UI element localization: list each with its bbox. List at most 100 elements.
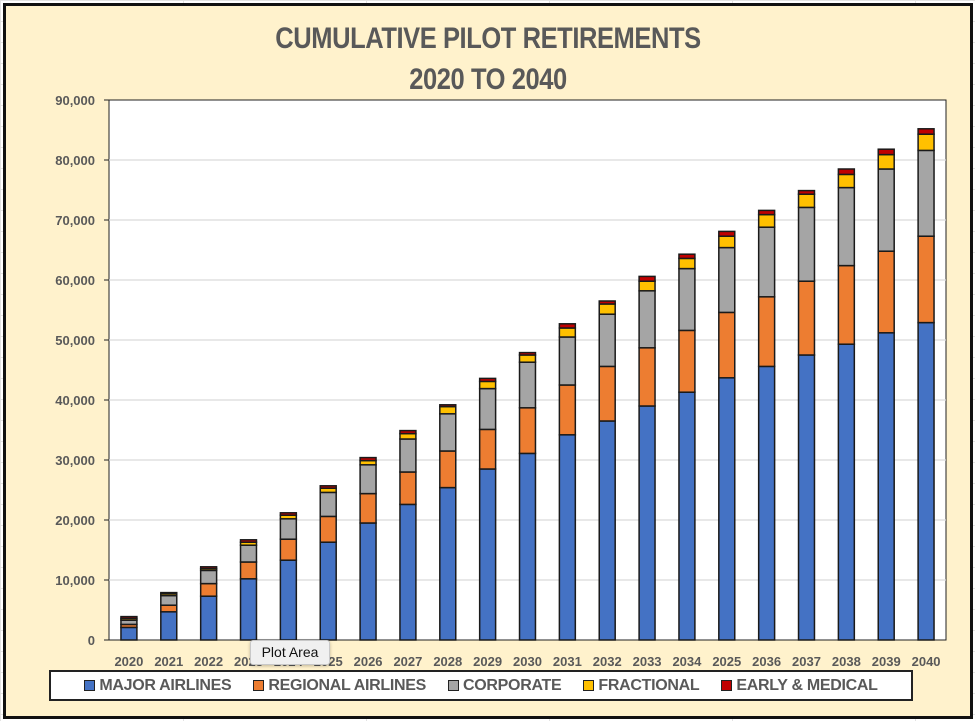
bar-segment-regional-airlines[interactable] [439,450,457,489]
bar-segment-early-medical[interactable] [638,275,656,282]
bar-segment-early-medical[interactable] [439,404,457,408]
bar-segment-fractional[interactable] [718,235,736,249]
bar-segment-major-airlines[interactable] [837,343,856,641]
bar-segment-early-medical[interactable] [359,456,377,462]
bar-segment-corporate[interactable] [239,544,258,563]
bar-segment-fractional[interactable] [399,432,417,440]
bar-segment-corporate[interactable] [837,186,856,267]
legend-item[interactable]: EARLY & MEDICAL [721,677,878,695]
bar-segment-early-medical[interactable] [678,253,696,260]
bar-segment-early-medical[interactable] [160,591,178,595]
bar-segment-corporate[interactable] [638,290,656,349]
bar-segment-regional-airlines[interactable] [399,471,417,506]
bar-segment-major-airlines[interactable] [199,595,218,641]
bar-segment-fractional[interactable] [439,405,457,415]
bar-segment-early-medical[interactable] [558,323,577,329]
bar-segment-major-airlines[interactable] [917,321,935,641]
bar-segment-regional-airlines[interactable] [678,329,696,393]
bar-segment-early-medical[interactable] [797,189,816,195]
bar-segment-fractional[interactable] [598,303,616,315]
bar-segment-fractional[interactable] [917,133,935,152]
bar-segment-corporate[interactable] [757,226,776,298]
bar-segment-early-medical[interactable] [399,429,417,435]
bar-segment-major-airlines[interactable] [160,611,178,641]
bar-segment-major-airlines[interactable] [478,468,497,641]
bar-segment-major-airlines[interactable] [598,420,616,641]
bar-segment-regional-airlines[interactable] [319,515,337,543]
bar-segment-corporate[interactable] [877,168,895,252]
bar-segment-major-airlines[interactable] [638,405,656,641]
bar-segment-regional-airlines[interactable] [638,347,656,407]
bar-segment-early-medical[interactable] [239,539,258,543]
bar-segment-corporate[interactable] [359,464,377,495]
bar-segment-fractional[interactable] [638,280,656,292]
bar-segment-corporate[interactable] [678,267,696,332]
bar-segment-regional-airlines[interactable] [797,280,816,356]
bar-segment-regional-airlines[interactable] [160,604,178,613]
bar-segment-fractional[interactable] [797,193,816,209]
bar-segment-major-airlines[interactable] [757,365,776,641]
bar-segment-corporate[interactable] [917,149,935,237]
legend-item[interactable]: MAJOR AIRLINES [84,677,232,695]
bar-segment-fractional[interactable] [877,153,895,170]
bar-segment-major-airlines[interactable] [718,377,736,641]
bar-segment-regional-airlines[interactable] [199,582,218,597]
bar-segment-corporate[interactable] [797,206,816,282]
bar-segment-major-airlines[interactable] [239,578,258,641]
bar-segment-early-medical[interactable] [279,512,298,516]
bar-segment-corporate[interactable] [399,438,417,473]
bar-segment-early-medical[interactable] [478,377,497,383]
bar-segment-major-airlines[interactable] [678,391,696,641]
bar-segment-major-airlines[interactable] [120,626,138,641]
bar-segment-corporate[interactable] [718,246,736,314]
bar-segment-fractional[interactable] [678,257,696,270]
bar-segment-major-airlines[interactable] [439,486,457,641]
bar-segment-corporate[interactable] [439,413,457,452]
bar-segment-regional-airlines[interactable] [359,492,377,524]
bar-segment-regional-airlines[interactable] [279,538,298,561]
bar-segment-corporate[interactable] [478,387,497,431]
bar-segment-early-medical[interactable] [518,351,537,356]
bar-segment-early-medical[interactable] [757,209,776,216]
bar-segment-major-airlines[interactable] [877,332,895,641]
bar-segment-regional-airlines[interactable] [518,407,537,455]
bar-segment-major-airlines[interactable] [279,559,298,641]
bar-segment-regional-airlines[interactable] [877,250,895,334]
bar-segment-regional-airlines[interactable] [478,428,497,470]
bar-segment-fractional[interactable] [837,173,856,189]
bar-segment-fractional[interactable] [558,327,577,338]
bar-segment-early-medical[interactable] [598,300,616,305]
bar-segment-early-medical[interactable] [837,168,856,176]
bar-segment-corporate[interactable] [319,491,337,518]
bar-segment-fractional[interactable] [518,354,537,363]
bar-segment-fractional[interactable] [757,213,776,228]
bar-segment-corporate[interactable] [279,518,298,540]
bar-segment-corporate[interactable] [518,361,537,409]
bar-segment-major-airlines[interactable] [797,354,816,641]
bar-segment-corporate[interactable] [199,569,218,585]
bar-segment-major-airlines[interactable] [319,541,337,641]
bar-segment-major-airlines[interactable] [518,452,537,641]
bar-segment-corporate[interactable] [160,594,178,606]
bar-segment-early-medical[interactable] [917,128,935,135]
bar-segment-regional-airlines[interactable] [837,264,856,345]
bar-segment-regional-airlines[interactable] [718,311,736,379]
legend[interactable]: MAJOR AIRLINES REGIONAL AIRLINES CORPORATE… [49,670,913,701]
bar-segment-early-medical[interactable] [199,566,218,570]
bar-segment-regional-airlines[interactable] [239,561,258,580]
bar-segment-major-airlines[interactable] [558,434,577,641]
bar-segment-regional-airlines[interactable] [917,235,935,324]
bar-segment-fractional[interactable] [478,380,497,390]
bar-segment-major-airlines[interactable] [399,503,417,641]
bar-segment-corporate[interactable] [598,313,616,368]
legend-item[interactable]: REGIONAL AIRLINES [253,677,426,695]
bar-segment-regional-airlines[interactable] [558,384,577,436]
bar-segment-regional-airlines[interactable] [598,365,616,422]
bar-segment-regional-airlines[interactable] [757,296,776,368]
bar-segment-major-airlines[interactable] [359,522,377,641]
bar-segment-early-medical[interactable] [120,615,138,620]
legend-item[interactable]: FRACTIONAL [583,677,700,695]
bar-segment-early-medical[interactable] [718,230,736,237]
bar-segment-early-medical[interactable] [319,485,337,489]
bar-segment-early-medical[interactable] [877,148,895,156]
